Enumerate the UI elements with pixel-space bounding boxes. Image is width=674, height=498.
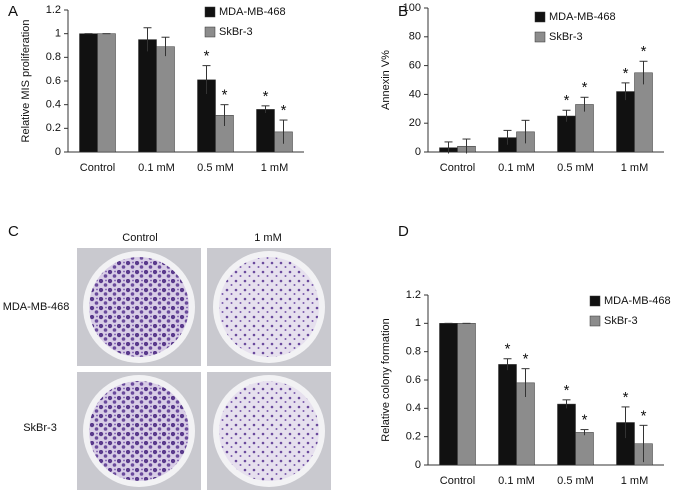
y-tick-label: 0.2 [46, 122, 61, 134]
y-tick-label: 0.8 [46, 51, 61, 63]
legend-label: MDA-MB-468 [219, 6, 286, 18]
significance-mark: * [222, 87, 228, 104]
legend-label: SkBr-3 [219, 26, 253, 38]
legend-swatch [589, 315, 601, 327]
row-label: MDA-MB-468 [3, 301, 70, 313]
x-tick-label: Control [440, 162, 475, 174]
significance-mark: * [263, 88, 269, 105]
y-tick-label: 80 [409, 31, 421, 43]
bar [634, 72, 653, 153]
y-tick-label: 0.6 [46, 75, 61, 87]
significance-mark: * [204, 48, 210, 65]
colony-image [207, 248, 331, 366]
y-tick-label: 100 [403, 2, 421, 14]
x-tick-label: Control [440, 475, 475, 487]
row-label: SkBr-3 [23, 422, 57, 434]
legend-label: MDA-MB-468 [604, 295, 671, 307]
x-tick-label: 0.5 mM [557, 162, 594, 174]
y-tick-label: 0 [55, 146, 61, 158]
x-tick-label: Control [80, 162, 115, 174]
legend-swatch [534, 31, 546, 43]
y-tick-label: 0.6 [406, 374, 421, 386]
y-tick-label: 1 [55, 28, 61, 40]
colony-image [77, 248, 201, 366]
y-tick-label: 0.8 [406, 346, 421, 358]
colony-image [77, 372, 201, 490]
y-tick-label: 1.2 [406, 289, 421, 301]
bar [439, 323, 458, 466]
y-tick-label: 40 [409, 88, 421, 100]
significance-mark: * [582, 79, 588, 96]
significance-mark: * [623, 65, 629, 82]
panel-letter: D [398, 223, 409, 240]
colony-image [207, 372, 331, 490]
significance-mark: * [523, 351, 529, 368]
significance-mark: * [281, 102, 287, 119]
y-tick-label: 1.2 [46, 4, 61, 16]
legend-label: SkBr-3 [604, 315, 638, 327]
x-tick-label: 0.1 mM [498, 162, 535, 174]
significance-mark: * [505, 341, 511, 358]
significance-mark: * [641, 407, 647, 424]
legend-swatch [204, 6, 216, 18]
legend-label: MDA-MB-468 [549, 11, 616, 23]
bar [457, 323, 476, 466]
y-tick-label: 0 [415, 146, 421, 158]
significance-mark: * [564, 382, 570, 399]
y-axis-label: Annexin V% [380, 50, 392, 110]
legend-swatch [589, 295, 601, 307]
x-tick-label: 1 mM [621, 475, 649, 487]
y-tick-label: 20 [409, 117, 421, 129]
x-tick-label: 1 mM [261, 162, 289, 174]
y-tick-label: 60 [409, 60, 421, 72]
x-tick-label: 0.5 mM [557, 475, 594, 487]
panel-letter: C [8, 223, 19, 240]
panel-letter: B [398, 3, 408, 20]
y-axis-label: Relative colony formation [380, 318, 392, 442]
column-label: Control [122, 232, 157, 244]
bar [616, 91, 635, 153]
panel-letter: A [8, 3, 18, 20]
x-tick-label: 0.1 mM [138, 162, 175, 174]
bar [79, 33, 98, 153]
bar [97, 33, 116, 153]
x-tick-label: 0.5 mM [197, 162, 234, 174]
legend-swatch [534, 11, 546, 23]
y-tick-label: 0 [415, 459, 421, 471]
significance-mark: * [623, 389, 629, 406]
significance-mark: * [582, 412, 588, 429]
y-tick-label: 0.4 [46, 99, 61, 111]
y-axis-label: Relative MIS proliferation [20, 20, 32, 143]
bar [498, 364, 517, 466]
panel-c: C Control 1 mM MDA-MB-468 SkBr-3 [3, 223, 331, 490]
significance-mark: * [641, 43, 647, 60]
bar [256, 109, 275, 153]
significance-mark: * [564, 92, 570, 109]
bar [575, 432, 594, 466]
bar [557, 403, 576, 466]
y-tick-label: 1 [415, 317, 421, 329]
y-tick-label: 0.4 [406, 402, 421, 414]
bar [156, 46, 175, 153]
column-label: 1 mM [254, 232, 282, 244]
bar [138, 39, 157, 153]
x-tick-label: 0.1 mM [498, 475, 535, 487]
x-tick-label: 1 mM [621, 162, 649, 174]
legend-swatch [204, 26, 216, 38]
legend-label: SkBr-3 [549, 31, 583, 43]
y-tick-label: 0.2 [406, 431, 421, 443]
